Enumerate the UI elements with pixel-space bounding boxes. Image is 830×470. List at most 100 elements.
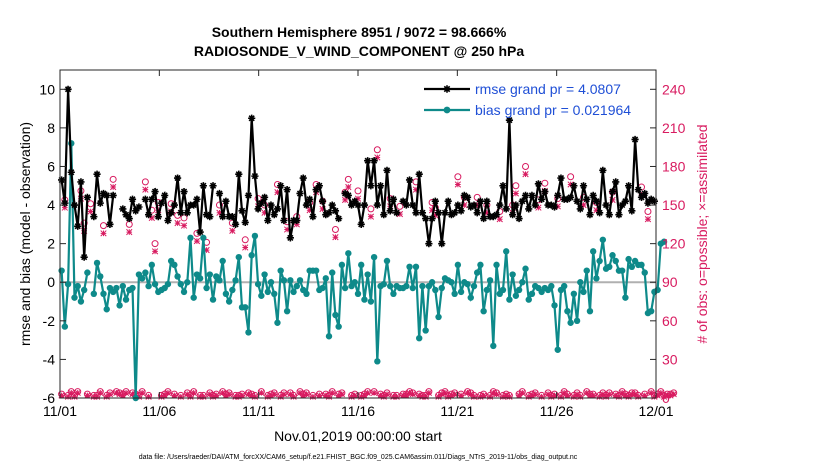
rmse-point (628, 207, 636, 215)
bias-point (258, 292, 265, 299)
obs-assimilated-marker (271, 390, 278, 398)
obs-possible-marker (180, 214, 188, 222)
x-tick-label: 11/11 (242, 403, 275, 419)
obs-assimilated-marker (171, 392, 178, 399)
bias-point (93, 259, 101, 267)
obs-assimilated-marker (499, 393, 507, 400)
bias-point (190, 294, 197, 301)
rmse-point (364, 157, 372, 165)
rmse-point (77, 178, 85, 186)
obs-possible-marker (151, 240, 159, 248)
rmse-point (393, 209, 401, 217)
obs-assimilated-marker (412, 186, 420, 193)
rmse-point (592, 197, 600, 205)
bias-point (383, 257, 391, 265)
rmse-point (248, 114, 256, 122)
bias-point (271, 290, 278, 298)
bias-point (61, 323, 69, 330)
obs-assimilated-marker (267, 392, 275, 399)
obs-assimilated-marker (599, 390, 606, 398)
obs-possible-marker (567, 173, 575, 181)
obs-assimilated-marker (116, 390, 123, 398)
bias-point (403, 282, 410, 290)
bias-point (325, 333, 333, 340)
bias-point (361, 296, 368, 303)
obs-assimilated-marker (300, 392, 307, 399)
obs-assimilated-marker (238, 392, 246, 399)
bias-point (332, 311, 339, 319)
bias-point (580, 288, 587, 296)
obs-assimilated-marker (126, 228, 133, 236)
obs-assimilated-marker (213, 392, 220, 399)
obs-assimilated-marker (370, 389, 378, 397)
rmse-point (244, 191, 253, 200)
bias-point (100, 290, 107, 298)
obs-assimilated-marker (274, 189, 281, 196)
rmse-point (344, 191, 352, 200)
obs-assimilated-marker (619, 389, 626, 397)
bias-point (409, 284, 416, 292)
obs-assimilated-marker (380, 393, 387, 400)
obs-assimilated-marker (129, 390, 136, 398)
bias-point (493, 261, 500, 269)
obs-assimilated-marker (245, 390, 252, 398)
rmse-point (473, 209, 481, 217)
bias-point (573, 317, 581, 325)
right-y-tick-label: 210 (662, 120, 686, 136)
obs-possible-marker (512, 182, 520, 190)
obs-assimilated-marker (622, 392, 629, 399)
rmse-point (335, 214, 343, 223)
bias-point (438, 284, 445, 292)
rmse-point (141, 195, 149, 203)
rmse-point (608, 187, 617, 196)
obs-assimilated-marker (451, 390, 458, 398)
bias-point (483, 286, 491, 294)
rmse-point (267, 201, 275, 209)
bias-point (177, 280, 185, 288)
obs-assimilated-marker (419, 393, 426, 400)
obs-assimilated-marker (71, 393, 78, 400)
rmse-point (599, 166, 607, 174)
obs-assimilated-marker (544, 390, 552, 398)
right-y-tick-label: 90 (662, 274, 678, 290)
rmse-point (505, 116, 514, 124)
obs-assimilated-marker (602, 393, 610, 400)
rmse-point (260, 193, 269, 201)
rmse-point (183, 209, 191, 217)
bias-point (515, 286, 523, 294)
rmse-point (550, 203, 559, 211)
legend-marker-rmse (443, 85, 451, 93)
bias-point (248, 252, 255, 259)
obs-assimilated-marker (641, 392, 648, 399)
obs-assimilated-marker (654, 392, 661, 399)
rmse-point (80, 253, 88, 261)
bias-point (283, 307, 291, 315)
obs-assimilated-marker (338, 390, 346, 398)
obs-assimilated-marker (561, 389, 568, 397)
bias-point (129, 284, 136, 292)
bias-point (80, 286, 88, 294)
obs-assimilated-marker (496, 216, 503, 223)
rmse-point (206, 213, 214, 221)
rmse-point (280, 216, 288, 225)
bias-point (90, 290, 98, 298)
obs-assimilated-marker (110, 183, 117, 191)
bias-point (242, 304, 249, 311)
obs-possible-marker (99, 222, 107, 230)
obs-assimilated-marker (651, 393, 658, 400)
obs-assimilated-marker (74, 389, 81, 397)
obs-assimilated-marker (660, 393, 668, 400)
obs-assimilated-marker (383, 390, 391, 398)
bias-point (577, 279, 584, 286)
x-tick-label: 11/01 (43, 403, 77, 419)
bias-point (261, 271, 268, 278)
obs-assimilated-marker (119, 392, 126, 399)
obs-assimilated-marker (435, 393, 442, 400)
rmse-point (573, 197, 581, 205)
bias-point (612, 257, 619, 265)
bias-point (203, 284, 210, 292)
bias-point (84, 269, 91, 276)
bias-point (490, 342, 497, 350)
obs-assimilated-marker (306, 207, 313, 214)
obs-assimilated-marker (396, 210, 404, 218)
